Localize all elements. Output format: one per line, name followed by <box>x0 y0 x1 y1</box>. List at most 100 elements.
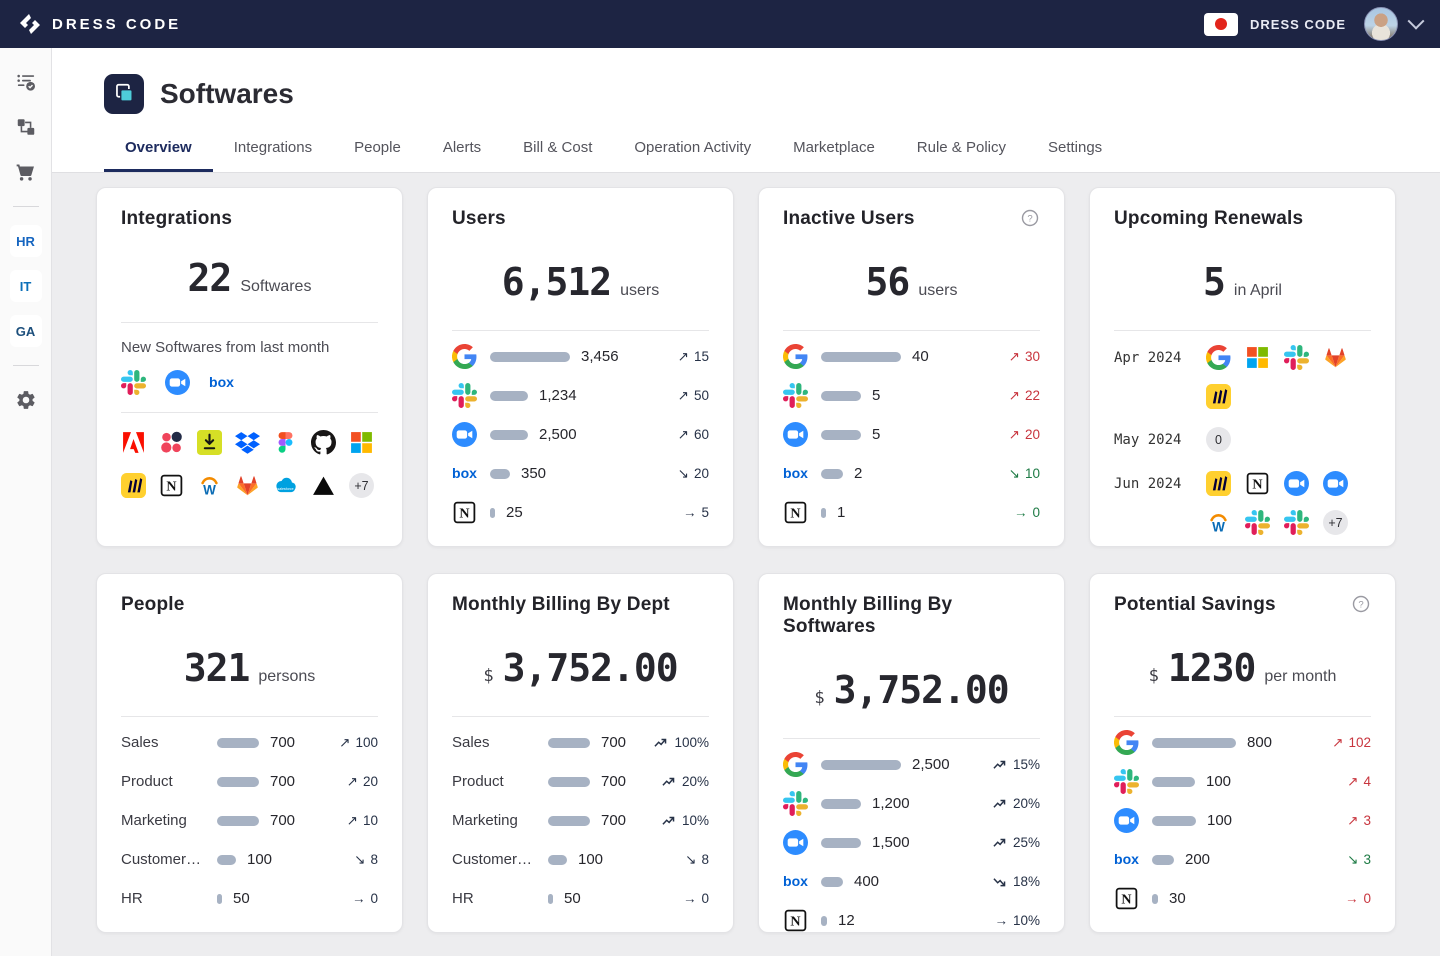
microsoft-icon <box>349 430 374 455</box>
download-icon <box>197 430 222 455</box>
usage-row: 350 ↘ 20 <box>452 454 709 493</box>
card-people: People 321 persons Sales 700 ↗ 100 Produc… <box>96 573 403 933</box>
google-icon <box>452 344 477 369</box>
trend-down-icon: ↘ <box>1347 851 1359 867</box>
tab-people[interactable]: People <box>354 139 401 156</box>
trend-up-icon: ↗ <box>1008 348 1020 364</box>
trend-down-icon: ↘ <box>677 465 689 481</box>
usage-value: 50 <box>233 890 250 907</box>
card-billing-by-softwares: Monthly Billing By Softwares $ 3,752.00 … <box>758 573 1065 933</box>
billing-softwares-total: 3,752.00 <box>833 668 1010 712</box>
avatar[interactable] <box>1364 7 1398 41</box>
trend-value: 0 <box>370 891 378 906</box>
trend-flat-icon: → <box>351 891 366 906</box>
usage-value: 700 <box>601 734 627 751</box>
tab-settings[interactable]: Settings <box>1047 139 1103 156</box>
sidebar-app-ga[interactable]: GA <box>9 315 42 347</box>
trend-zigup-icon <box>662 777 675 786</box>
card-potential-savings: Potential Savings $ 1230 per month 800 ↗… <box>1089 573 1396 933</box>
slack-icon-cell <box>783 383 821 408</box>
card-title: Monthly Billing By Softwares <box>783 594 953 637</box>
tab-operation-activity[interactable]: Operation Activity <box>634 139 752 156</box>
usage-row: 3,456 ↗ 15 <box>452 337 709 376</box>
usage-bar <box>1152 854 1174 865</box>
usage-row: 800 ↗ 102 <box>1114 723 1371 762</box>
slack-icon-cell <box>783 791 821 816</box>
usage-bar <box>1152 776 1195 787</box>
renewal-row: Jun 2024 +7 <box>1114 471 1371 535</box>
dept-label: Marketing <box>121 812 187 829</box>
usage-row: 200 ↘ 3 <box>1114 840 1371 879</box>
tab-integrations[interactable]: Integrations <box>233 139 313 156</box>
tab-bill-cost[interactable]: Bill & Cost <box>523 139 593 156</box>
sidebar-app-hr[interactable]: HR <box>9 225 42 257</box>
users-unit: users <box>620 282 660 299</box>
sidebar-app-it[interactable]: IT <box>9 270 42 302</box>
trend: 18% <box>993 874 1040 889</box>
dept-label: Sales <box>452 734 490 751</box>
sidebar-item-tasks[interactable] <box>10 66 42 98</box>
chevron-down-icon[interactable] <box>1407 12 1425 30</box>
savings-unit: per month <box>1264 668 1337 685</box>
help-icon[interactable] <box>1020 208 1040 228</box>
sidebar-item-settings[interactable] <box>10 384 42 416</box>
trend-flat-icon: → <box>994 913 1008 928</box>
vercel-icon <box>311 473 336 498</box>
usage-bar <box>217 893 222 904</box>
trend-value: 0 <box>701 891 709 906</box>
trend: ↘ 3 <box>1347 852 1371 868</box>
tab-marketplace[interactable]: Marketplace <box>793 139 875 156</box>
usage-bar <box>217 737 259 748</box>
left-sidebar: HR IT GA <box>0 48 52 956</box>
usage-bar <box>821 837 861 848</box>
notion-icon-cell <box>1114 886 1152 911</box>
trend-up-icon: ↗ <box>677 387 689 403</box>
divider <box>121 412 378 413</box>
usage-row: 1,500 25% <box>783 823 1040 862</box>
usage-bar <box>490 507 495 518</box>
trend-value: 20 <box>693 466 709 481</box>
trend-value: 0 <box>1363 891 1371 906</box>
trend: 25% <box>993 835 1040 850</box>
trend: ↗ 30 <box>1009 349 1040 365</box>
help-icon[interactable] <box>1351 594 1371 614</box>
top-navbar: DRESS CODE DRESS CODE <box>0 0 1440 48</box>
slack-icon <box>1114 769 1139 794</box>
gitlab-icon <box>235 473 260 498</box>
renewal-icons: +7 <box>1206 471 1356 535</box>
dept-label: Customer… <box>452 851 533 868</box>
tab-alerts[interactable]: Alerts <box>442 139 482 156</box>
usage-bar <box>217 815 259 826</box>
count-badge: +7 <box>349 473 374 498</box>
trend-up-icon: ↗ <box>1008 426 1020 442</box>
slack-icon <box>121 370 146 395</box>
cards-grid: Integrations 22 Softwares New Softwares … <box>52 167 1440 953</box>
box-icon <box>1114 847 1139 872</box>
trend-value: 50 <box>693 388 709 403</box>
usage-row: 1 → 0 <box>783 493 1040 532</box>
usage-bar <box>821 351 901 362</box>
brand[interactable]: DRESS CODE <box>18 12 181 36</box>
trend-value: 5 <box>701 505 709 520</box>
miro-icon <box>121 473 146 498</box>
sidebar-item-workflow[interactable] <box>10 111 42 143</box>
sidebar-item-marketplace[interactable] <box>10 156 42 188</box>
trend-flat-icon: → <box>1013 505 1028 520</box>
trend-zigdown-icon <box>993 877 1006 886</box>
tab-overview[interactable]: Overview <box>104 128 213 172</box>
zoom-icon-cell <box>1114 808 1152 833</box>
box-icon <box>783 869 808 894</box>
trend: 20% <box>993 796 1040 811</box>
trend-value: 100% <box>674 735 709 750</box>
dept-label: HR <box>121 890 143 907</box>
microsoft-icon <box>1245 345 1270 370</box>
usage-value: 100 <box>578 851 604 868</box>
card-title: Potential Savings <box>1114 594 1276 615</box>
dept-label: Product <box>452 773 504 790</box>
card-title: Integrations <box>121 208 233 229</box>
usage-bar <box>490 429 528 440</box>
org-name: DRESS CODE <box>1250 16 1346 32</box>
tab-rule-policy[interactable]: Rule & Policy <box>916 139 1006 156</box>
list-check-icon <box>15 71 37 93</box>
gitlab-icon <box>1323 345 1348 370</box>
